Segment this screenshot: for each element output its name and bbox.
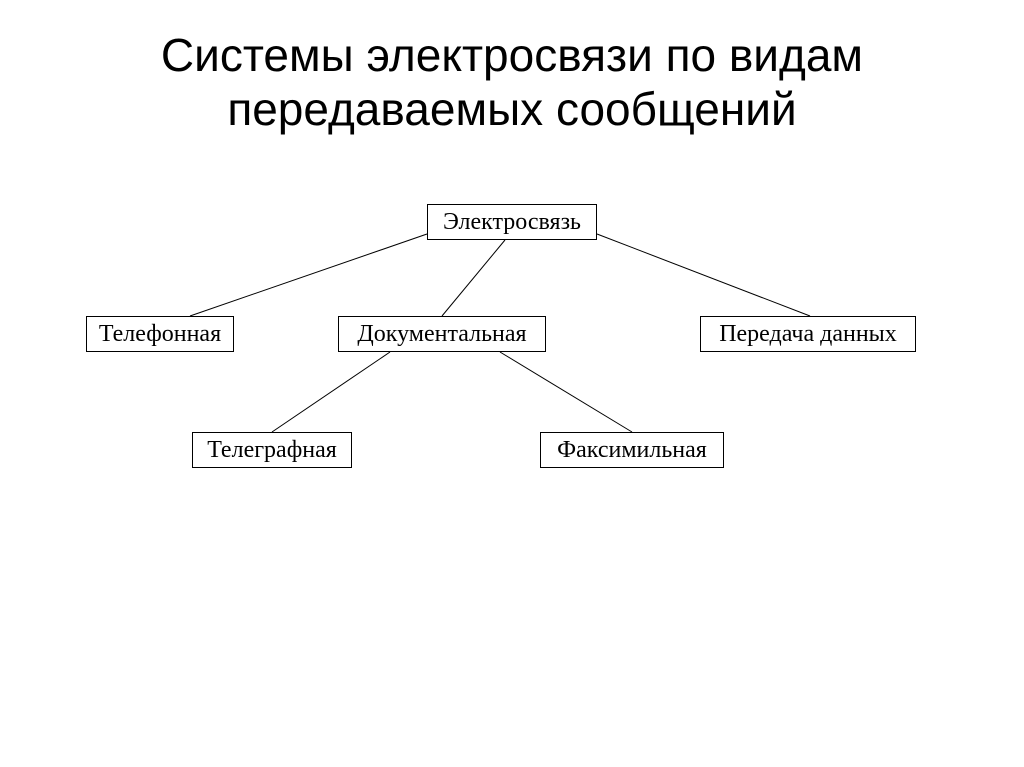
edge	[190, 234, 427, 316]
hierarchy-diagram: Электросвязь Телефонная Документальная П…	[0, 0, 1024, 767]
edge	[442, 240, 505, 316]
node-fax: Факсимильная	[540, 432, 724, 468]
node-data-transfer: Передача данных	[700, 316, 916, 352]
node-telephone: Телефонная	[86, 316, 234, 352]
edge	[272, 352, 390, 432]
slide: Системы электросвязи по видам передаваем…	[0, 0, 1024, 767]
edge	[597, 234, 810, 316]
diagram-edges	[0, 0, 1024, 767]
node-root: Электросвязь	[427, 204, 597, 240]
node-documentary: Документальная	[338, 316, 546, 352]
edge	[500, 352, 632, 432]
node-telegraph: Телеграфная	[192, 432, 352, 468]
